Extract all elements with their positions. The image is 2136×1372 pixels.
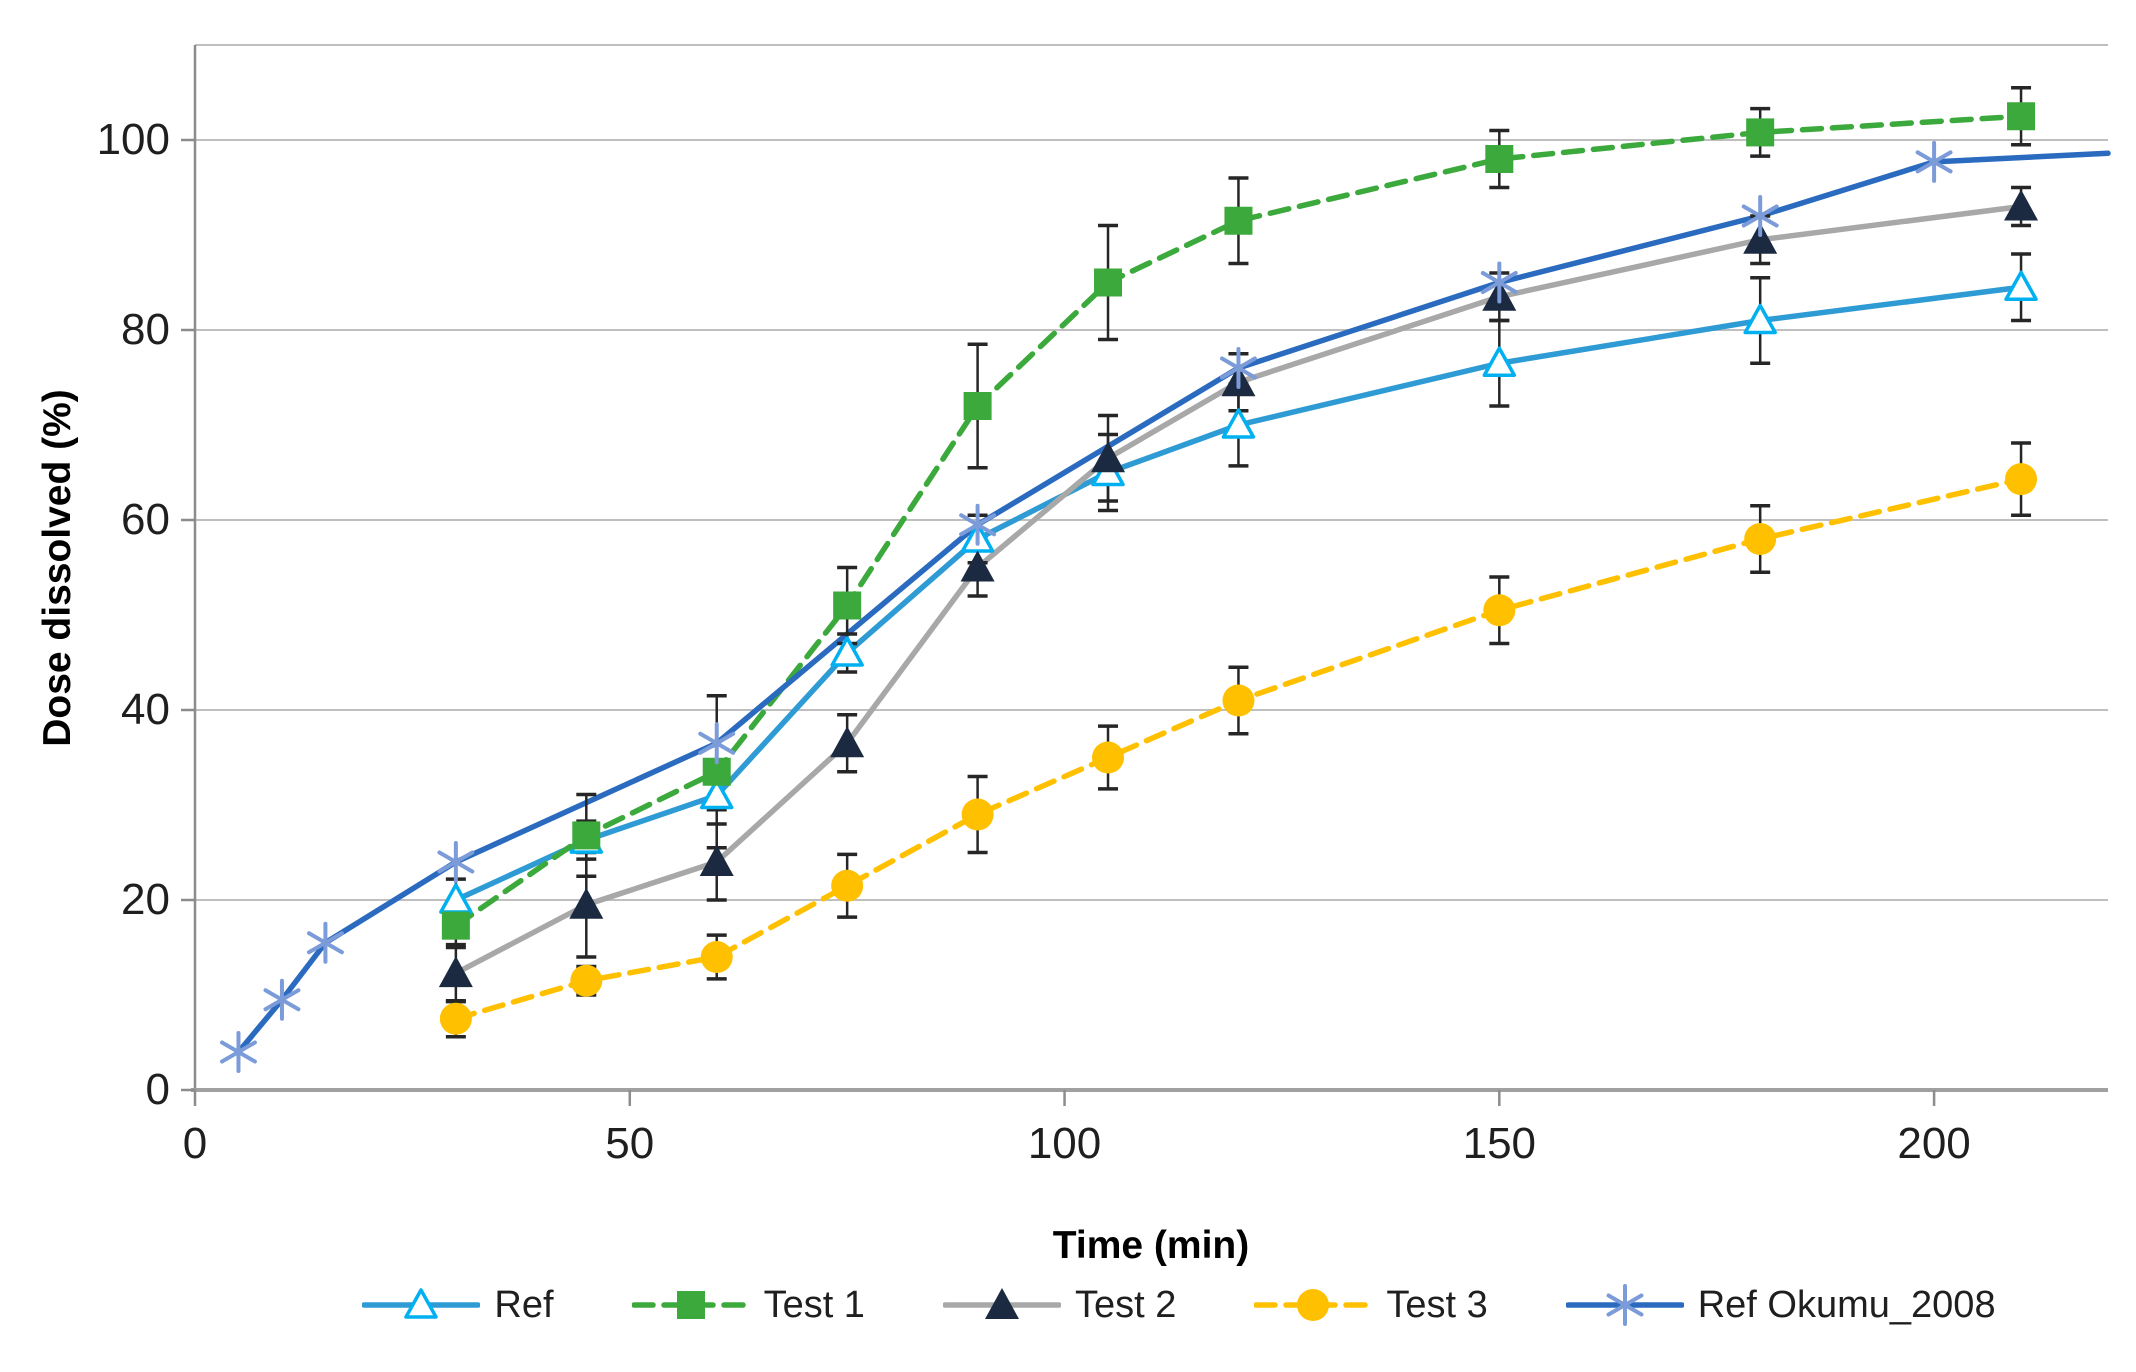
y-tick-label-80: 80 bbox=[121, 305, 170, 354]
series-line-test-1 bbox=[453, 113, 2024, 929]
series-markers-test-3-icon bbox=[439, 463, 2038, 1035]
legend-label-ref: Ref bbox=[494, 1283, 554, 1326]
x-tick-label-150: 150 bbox=[1462, 1119, 1537, 1168]
x-tick-label-100: 100 bbox=[1027, 1119, 1102, 1168]
x-tick-label-0: 0 bbox=[182, 1119, 208, 1168]
legend-item-ref-okumu-2008: Ref Okumu_2008 bbox=[1565, 1282, 1996, 1328]
legend-marker-test-1-icon bbox=[631, 1291, 750, 1319]
legend-label-test-1: Test 1 bbox=[763, 1283, 865, 1326]
y-tick-label-0: 0 bbox=[145, 1065, 170, 1114]
legend-item-test-2: Test 2 bbox=[942, 1282, 1177, 1328]
y-axis-title: Dose dissolved (%) bbox=[36, 389, 79, 747]
x-axis-title: Time (min) bbox=[1052, 1224, 1250, 1267]
legend-marker-ref-okumu-2008-icon bbox=[1565, 1284, 1684, 1326]
legend: Ref Test 1 Test 2 Test 3 Ref Okumu_2008 bbox=[195, 1282, 2108, 1328]
y-tick-label-40: 40 bbox=[121, 685, 170, 734]
error-bars-test-2 bbox=[445, 185, 2032, 1004]
y-tick-label-100: 100 bbox=[96, 115, 170, 164]
legend-item-ref: Ref bbox=[362, 1282, 554, 1328]
x-tick-label-200: 200 bbox=[1897, 1119, 1971, 1168]
y-tick-label-60: 60 bbox=[121, 495, 170, 544]
series-line-ref-okumu-2008 bbox=[235, 150, 2111, 1055]
series-line-ref bbox=[453, 284, 2024, 903]
legend-marker-ref-icon bbox=[362, 1288, 481, 1319]
series-markers-test-2-icon bbox=[438, 189, 2039, 988]
x-tick-label-50: 50 bbox=[605, 1119, 655, 1168]
series-markers-ref-okumu-2008-icon bbox=[220, 140, 1953, 1073]
legend-label-ref-okumu-2008: Ref Okumu_2008 bbox=[1697, 1283, 1996, 1326]
legend-label-test-2: Test 2 bbox=[1074, 1283, 1177, 1326]
series-line-test-2 bbox=[453, 203, 2024, 976]
legend-item-test-3: Test 3 bbox=[1254, 1282, 1488, 1328]
legend-item-test-1: Test 1 bbox=[631, 1282, 865, 1328]
y-tick-label-20: 20 bbox=[121, 875, 170, 924]
series-line-test-3 bbox=[453, 476, 2024, 1022]
legend-marker-test-3-icon bbox=[1254, 1289, 1373, 1321]
legend-marker-test-2-icon bbox=[942, 1288, 1061, 1319]
legend-label-test-3: Test 3 bbox=[1386, 1283, 1488, 1326]
